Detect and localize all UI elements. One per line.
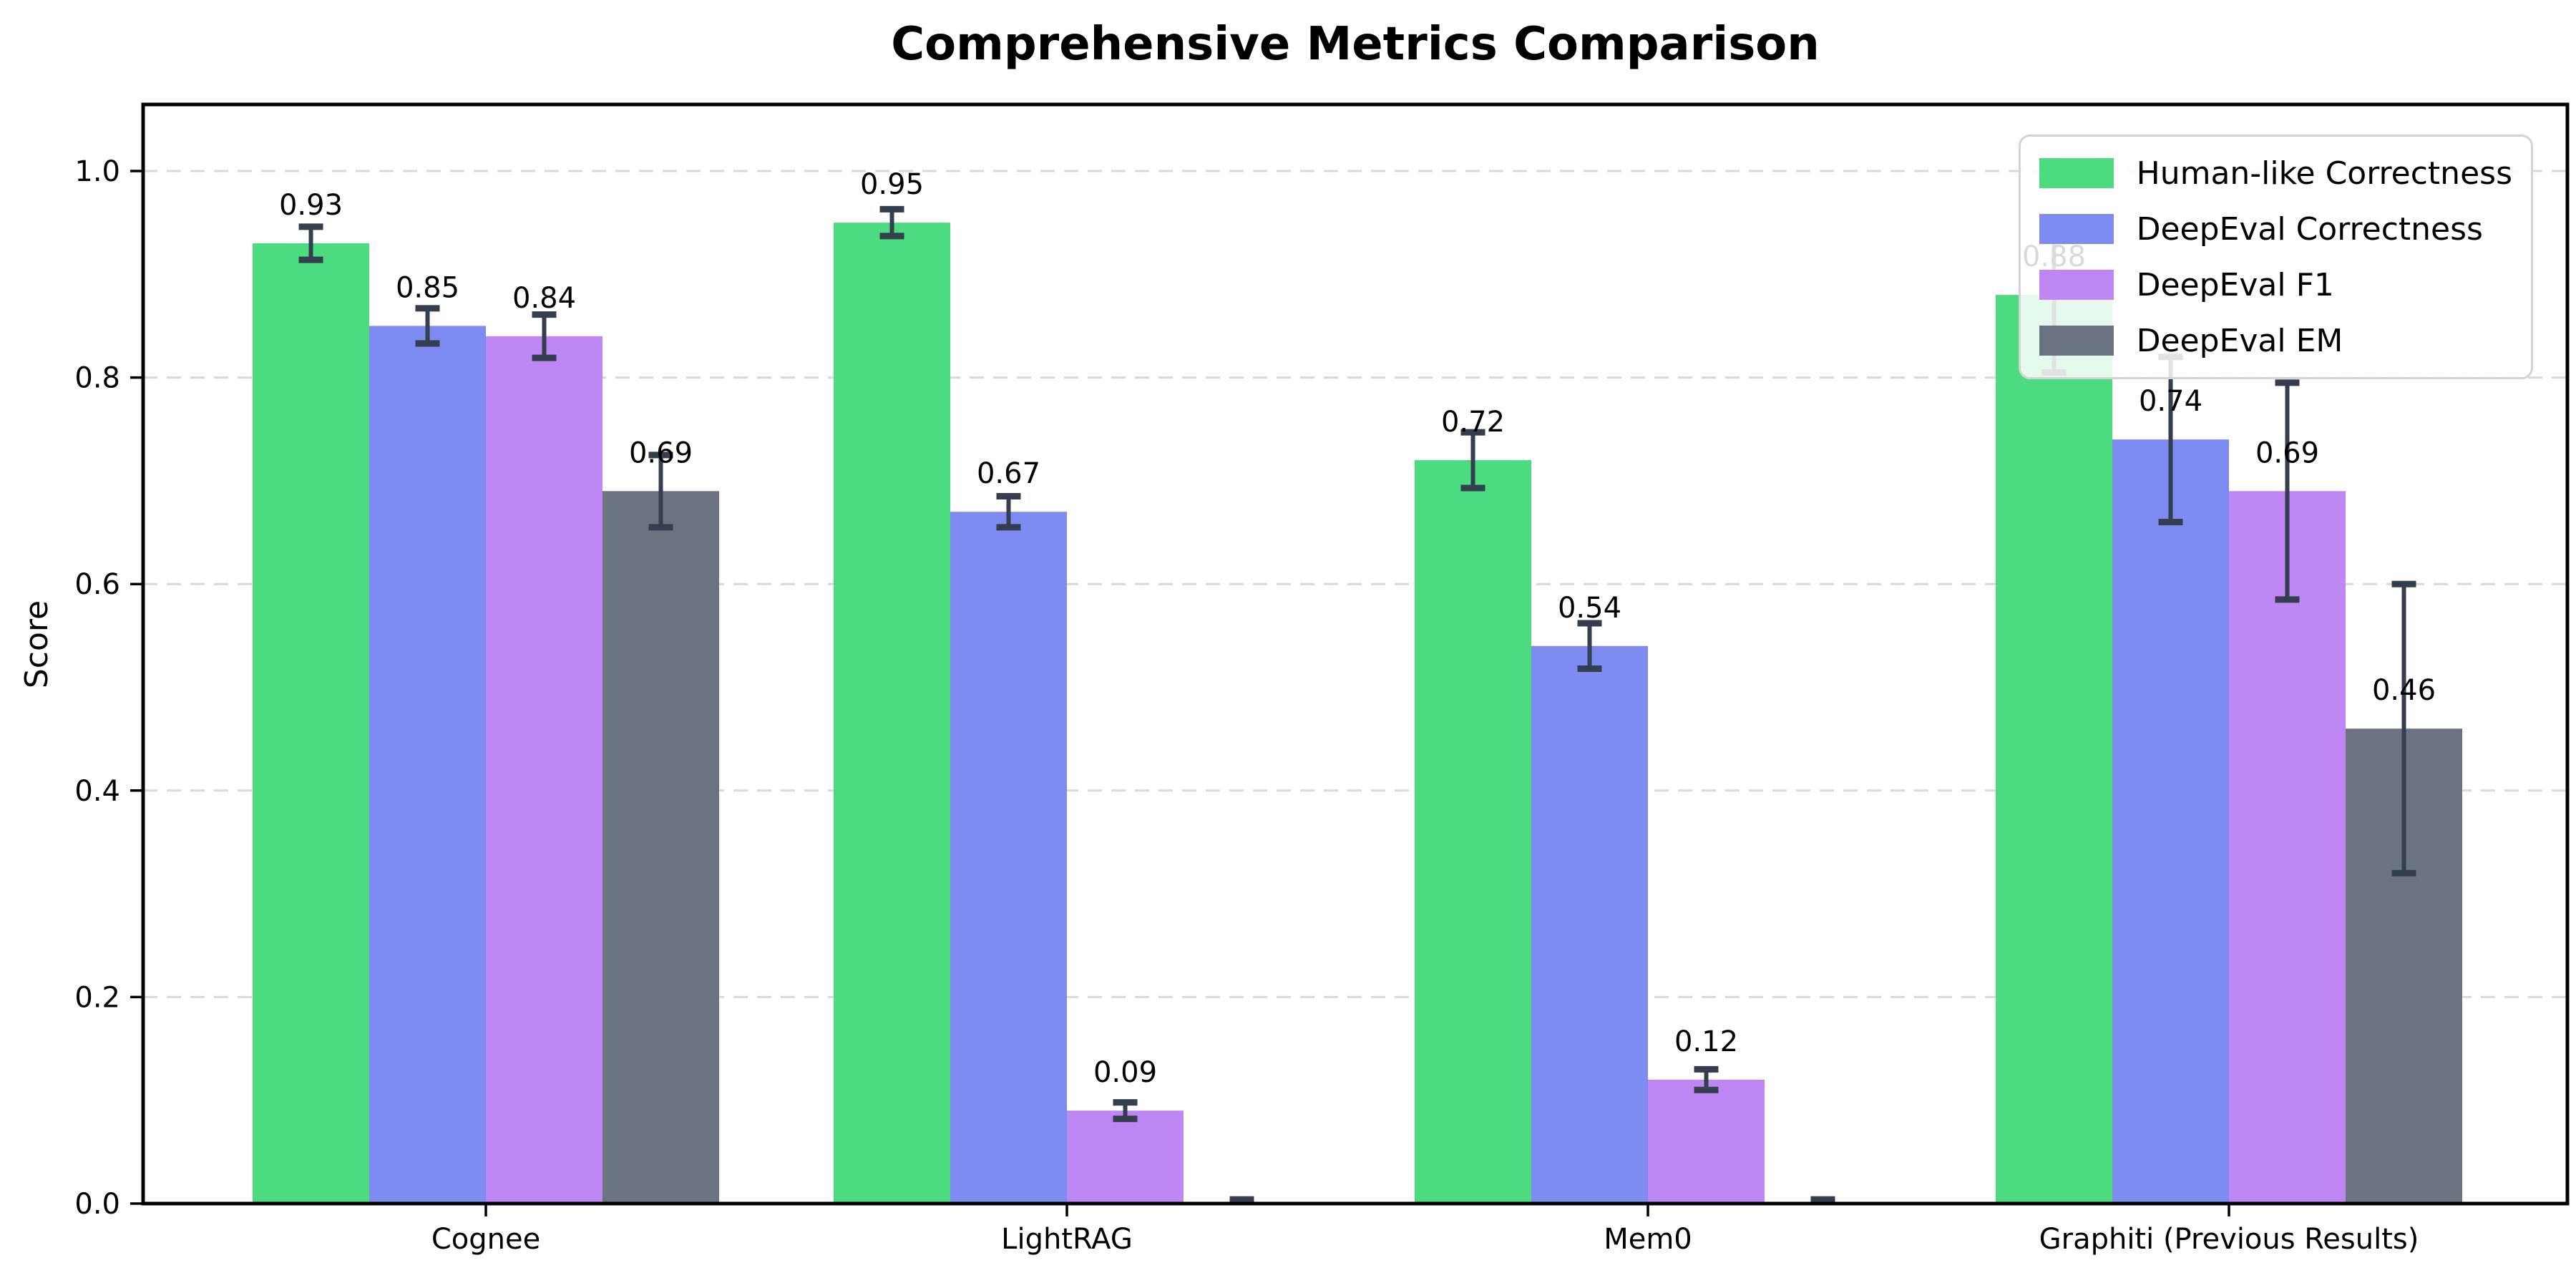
- legend-swatch-deepeval-correctness: [2039, 214, 2114, 244]
- y-tick-label-0.0: 0.0: [74, 1188, 120, 1221]
- bar-mem0-deepeval-f1: [1648, 1079, 1765, 1204]
- bar-value-label-cognee-deepeval-em: 0.69: [629, 436, 693, 469]
- y-axis: 0.0 0.2 0.4 0.6 0.8 1.0: [74, 155, 143, 1221]
- error-bar-cognee-deepeval-correctness: [415, 305, 440, 347]
- legend-label: DeepEval Correctness: [2136, 210, 2483, 248]
- legend-item-deepeval-correctness: DeepEval Correctness: [2039, 204, 2512, 254]
- error-bar-cognee-deepeval-em: [648, 452, 673, 531]
- x-axis: Cognee LightRAG Mem0 Graphiti (Previous Res…: [431, 1204, 2419, 1256]
- x-tick-label-lightrag: LightRAG: [1001, 1223, 1133, 1256]
- error-bar-graphiti-previous-results-deepeval-em: [2391, 580, 2416, 877]
- legend-label: DeepEval F1: [2136, 266, 2334, 303]
- y-tick-label-0.8: 0.8: [74, 362, 120, 395]
- bar-value-label-graphiti-previous-results-deepeval-f1: 0.69: [2255, 436, 2319, 469]
- bar-value-label-lightrag-deepeval-correctness: 0.67: [977, 457, 1040, 490]
- bar-lightrag-human-like-correctness: [834, 223, 950, 1204]
- error-bar-mem0-human-like-correctness: [1460, 429, 1485, 492]
- bar-lightrag-deepeval-correctness: [950, 512, 1067, 1204]
- bar-cognee-deepeval-correctness: [369, 326, 486, 1204]
- legend-label: Human-like Correctness: [2136, 155, 2512, 192]
- y-tick-label-0.4: 0.4: [74, 775, 120, 808]
- bar-lightrag-deepeval-f1: [1067, 1111, 1184, 1204]
- legend-item-deepeval-em: DeepEval EM: [2039, 316, 2512, 366]
- legend-item-deepeval-f1: DeepEval F1: [2039, 260, 2512, 310]
- bar-mem0-deepeval-correctness: [1531, 645, 1648, 1204]
- bar-value-label-cognee-deepeval-f1: 0.84: [512, 282, 576, 315]
- legend-item-human-like-correctness: Human-like Correctness: [2039, 148, 2512, 198]
- error-bar-lightrag-human-like-correctness: [879, 205, 904, 240]
- bar-cognee-deepeval-em: [602, 491, 719, 1204]
- error-bar-graphiti-previous-results-deepeval-f1: [2275, 379, 2300, 603]
- bar-value-label-mem0-deepeval-correctness: 0.54: [1558, 592, 1621, 625]
- bar-value-label-mem0-deepeval-f1: 0.12: [1674, 1025, 1738, 1058]
- error-bar-lightrag-deepeval-correctness: [996, 493, 1021, 531]
- bar-graphiti-previous-results-deepeval-correctness: [2112, 439, 2229, 1204]
- error-bar-lightrag-deepeval-f1: [1113, 1099, 1138, 1123]
- bars: [253, 223, 2462, 1204]
- bar-value-label-cognee-deepeval-correctness: 0.85: [396, 271, 459, 304]
- bar-mem0-human-like-correctness: [1415, 460, 1531, 1204]
- legend-swatch-deepeval-f1: [2039, 270, 2114, 300]
- bar-graphiti-previous-results-deepeval-f1: [2229, 491, 2346, 1204]
- x-tick-label-mem0: Mem0: [1604, 1223, 1692, 1256]
- y-tick-label-0.6: 0.6: [74, 568, 120, 601]
- x-tick-label-cognee: Cognee: [431, 1223, 540, 1256]
- bar-value-labels: 0.930.950.720.880.850.670.540.740.840.09…: [279, 168, 2436, 1089]
- error-bar-mem0-deepeval-correctness: [1577, 620, 1602, 673]
- bar-value-label-graphiti-previous-results-deepeval-correctness: 0.74: [2139, 385, 2202, 418]
- bar-value-label-mem0-human-like-correctness: 0.72: [1441, 406, 1505, 439]
- y-tick-label-0.2: 0.2: [74, 981, 120, 1014]
- plot-border: [141, 102, 2570, 1206]
- chart-title: Comprehensive Metrics Comparison: [891, 18, 1820, 71]
- bar-graphiti-previous-results-human-like-correctness: [1996, 295, 2112, 1204]
- bar-value-label-lightrag-deepeval-f1: 0.09: [1093, 1056, 1157, 1089]
- error-bar-mem0-deepeval-em: [1810, 1196, 1835, 1204]
- legend-swatch-deepeval-em: [2039, 326, 2114, 356]
- error-bar-mem0-deepeval-f1: [1694, 1065, 1719, 1093]
- bar-value-label-cognee-human-like-correctness: 0.93: [279, 189, 343, 222]
- legend-swatch-human-like-correctness: [2039, 158, 2114, 188]
- error-bar-cognee-deepeval-f1: [532, 311, 557, 361]
- error-bar-lightrag-deepeval-em: [1229, 1196, 1254, 1204]
- legend: Human-like Correctness DeepEval Correctne…: [2018, 135, 2533, 379]
- bar-value-label-lightrag-human-like-correctness: 0.95: [860, 168, 924, 201]
- y-tick-label-1.0: 1.0: [74, 155, 120, 188]
- bar-cognee-human-like-correctness: [253, 243, 369, 1204]
- bar-cognee-deepeval-f1: [486, 336, 602, 1204]
- error-bar-cognee-human-like-correctness: [298, 223, 323, 263]
- bar-value-label-graphiti-previous-results-deepeval-em: 0.46: [2372, 674, 2436, 707]
- legend-label: DeepEval EM: [2136, 322, 2343, 359]
- x-tick-label-graphiti-previous-results: Graphiti (Previous Results): [2039, 1223, 2419, 1256]
